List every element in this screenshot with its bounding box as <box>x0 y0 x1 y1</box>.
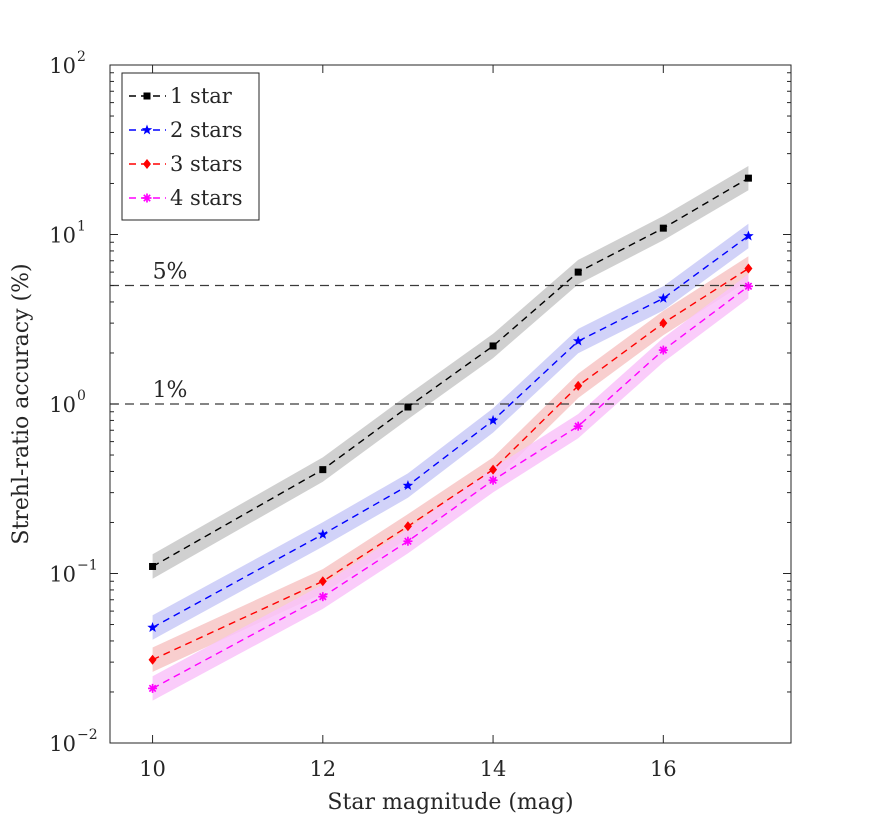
marker-series-4 <box>488 475 498 485</box>
reference-label-1: 5% <box>153 260 188 285</box>
marker-series-1 <box>149 562 157 570</box>
marker-series-3 <box>489 464 498 475</box>
legend-marker <box>141 124 153 135</box>
marker-series-3 <box>318 576 327 587</box>
marker-series-4 <box>658 345 668 355</box>
y-tick-label: 10 <box>49 224 76 248</box>
legend-label: 1 star <box>170 84 233 108</box>
y-tick-exponent: −2 <box>77 727 98 743</box>
y-tick-label: 10 <box>49 732 76 756</box>
marker-series-4 <box>318 592 328 602</box>
marker-series-4 <box>743 281 753 291</box>
legend-item: 3 stars <box>129 152 243 176</box>
axis-ticks <box>110 65 791 744</box>
marker-series-1 <box>574 268 582 276</box>
marker-series-4 <box>573 421 583 431</box>
marker-series-1 <box>319 466 327 474</box>
legend-marker <box>143 159 151 169</box>
band-series-4 <box>152 274 749 701</box>
y-tick-exponent: 0 <box>77 388 86 404</box>
marker-series-4 <box>403 536 413 546</box>
band-series-1 <box>152 166 749 579</box>
marker-series-3 <box>744 263 753 274</box>
legend-marker <box>143 92 151 100</box>
legend-label: 3 stars <box>170 152 243 176</box>
series-markers <box>147 174 754 693</box>
legend-item: 4 stars <box>129 186 243 210</box>
marker-series-3 <box>659 318 668 329</box>
marker-series-2 <box>487 414 499 425</box>
y-tick-exponent: −1 <box>77 558 98 574</box>
y-tick-exponent: 2 <box>77 49 86 65</box>
y-tick-label: 10 <box>49 563 76 587</box>
marker-series-2 <box>402 480 414 491</box>
x-tick-label: 14 <box>480 757 507 781</box>
x-tick-label: 12 <box>309 757 336 781</box>
uncertainty-bands <box>152 166 749 701</box>
marker-series-2 <box>147 622 158 632</box>
marker-series-2 <box>317 528 329 539</box>
marker-series-4 <box>148 683 158 693</box>
band-series-3 <box>152 256 749 672</box>
y-tick-label: 10 <box>49 393 76 417</box>
marker-series-1 <box>659 224 667 232</box>
marker-series-2 <box>743 230 754 241</box>
reference-label-2: 1% <box>153 378 188 403</box>
legend-item: 1 star <box>129 84 233 108</box>
marker-series-2 <box>572 335 584 346</box>
marker-series-3 <box>148 654 157 665</box>
reference-lines: 5% 1% <box>110 260 791 405</box>
marker-series-3 <box>574 380 583 391</box>
y-tick-exponent: 1 <box>77 219 86 235</box>
marker-series-1 <box>744 174 752 182</box>
marker-series-1 <box>489 342 497 350</box>
y-axis-label: Strehl-ratio accuracy (%) <box>9 263 34 544</box>
x-axis-label: Star magnitude (mag) <box>327 790 573 815</box>
band-series-2 <box>152 223 749 640</box>
marker-series-2 <box>658 292 669 303</box>
x-tick-label: 16 <box>650 757 677 781</box>
legend-marker <box>142 193 152 203</box>
marker-series-1 <box>404 403 412 411</box>
legend-label: 2 stars <box>170 118 243 142</box>
legend: 1 star 2 stars 3 stars 4 stars <box>121 72 260 221</box>
legend-label: 4 stars <box>170 186 243 210</box>
x-tick-label: 10 <box>139 757 166 781</box>
y-tick-label: 10 <box>49 54 76 78</box>
legend-item: 2 stars <box>129 118 243 142</box>
marker-series-3 <box>403 521 412 532</box>
